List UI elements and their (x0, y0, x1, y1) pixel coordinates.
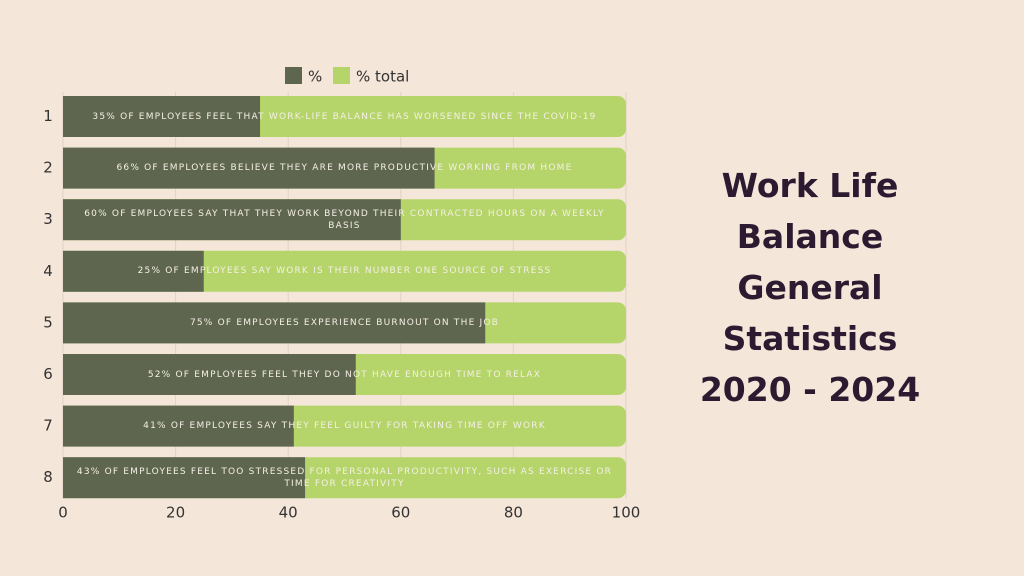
legend-label: % (308, 68, 322, 86)
x-tick-label: 80 (504, 504, 523, 522)
x-tick-label: 100 (612, 504, 641, 522)
bar-annotation: 35% OF EMPLOYEES FEEL THAT WORK-LIFE BAL… (92, 111, 597, 122)
bar-annotation: 25% OF EMPLOYEES SAY WORK IS THEIR NUMBE… (137, 266, 552, 277)
bar (63, 457, 306, 499)
bar-annotation: 43% OF EMPLOYEES FEEL TOO STRESSED FOR P… (76, 466, 613, 489)
bar (63, 96, 261, 137)
bar (63, 405, 294, 447)
bar (63, 147, 435, 189)
bar-annotation: 75% OF EMPLOYEES EXPERIENCE BURNOUT ON T… (189, 317, 500, 328)
x-tick-label: 0 (58, 504, 68, 522)
y-tick-label: 8 (43, 468, 53, 486)
bar-annotation: 52% OF EMPLOYEES FEEL THEY DO NOT HAVE E… (147, 369, 542, 380)
bar-annotation: 41% OF EMPLOYEES SAY THEY FEEL GUILTY FO… (143, 421, 546, 432)
y-tick-label: 3 (43, 210, 53, 228)
y-tick-label: 7 (43, 417, 53, 435)
x-tick-label: 60 (391, 504, 410, 522)
bar (63, 250, 204, 292)
y-tick-label: 6 (43, 365, 53, 383)
legend-label: % total (356, 68, 409, 86)
legend-swatch (333, 67, 350, 84)
y-tick-label: 1 (43, 107, 53, 125)
x-tick-label: 20 (166, 504, 185, 522)
bar (63, 302, 486, 344)
y-tick-label: 5 (43, 313, 53, 331)
chart-title: Work Life Balance General Statistics 202… (699, 166, 921, 409)
y-tick-label: 2 (43, 159, 53, 177)
x-tick-label: 40 (279, 504, 298, 522)
bar (63, 354, 356, 395)
bar (63, 199, 401, 241)
y-tick-label: 4 (43, 262, 53, 280)
legend-swatch (285, 67, 302, 84)
bar-annotation: 60% OF EMPLOYEES SAY THAT THEY WORK BEYO… (84, 208, 605, 231)
bar-annotation: 66% OF EMPLOYEES BELIEVE THEY ARE MORE P… (116, 163, 573, 174)
